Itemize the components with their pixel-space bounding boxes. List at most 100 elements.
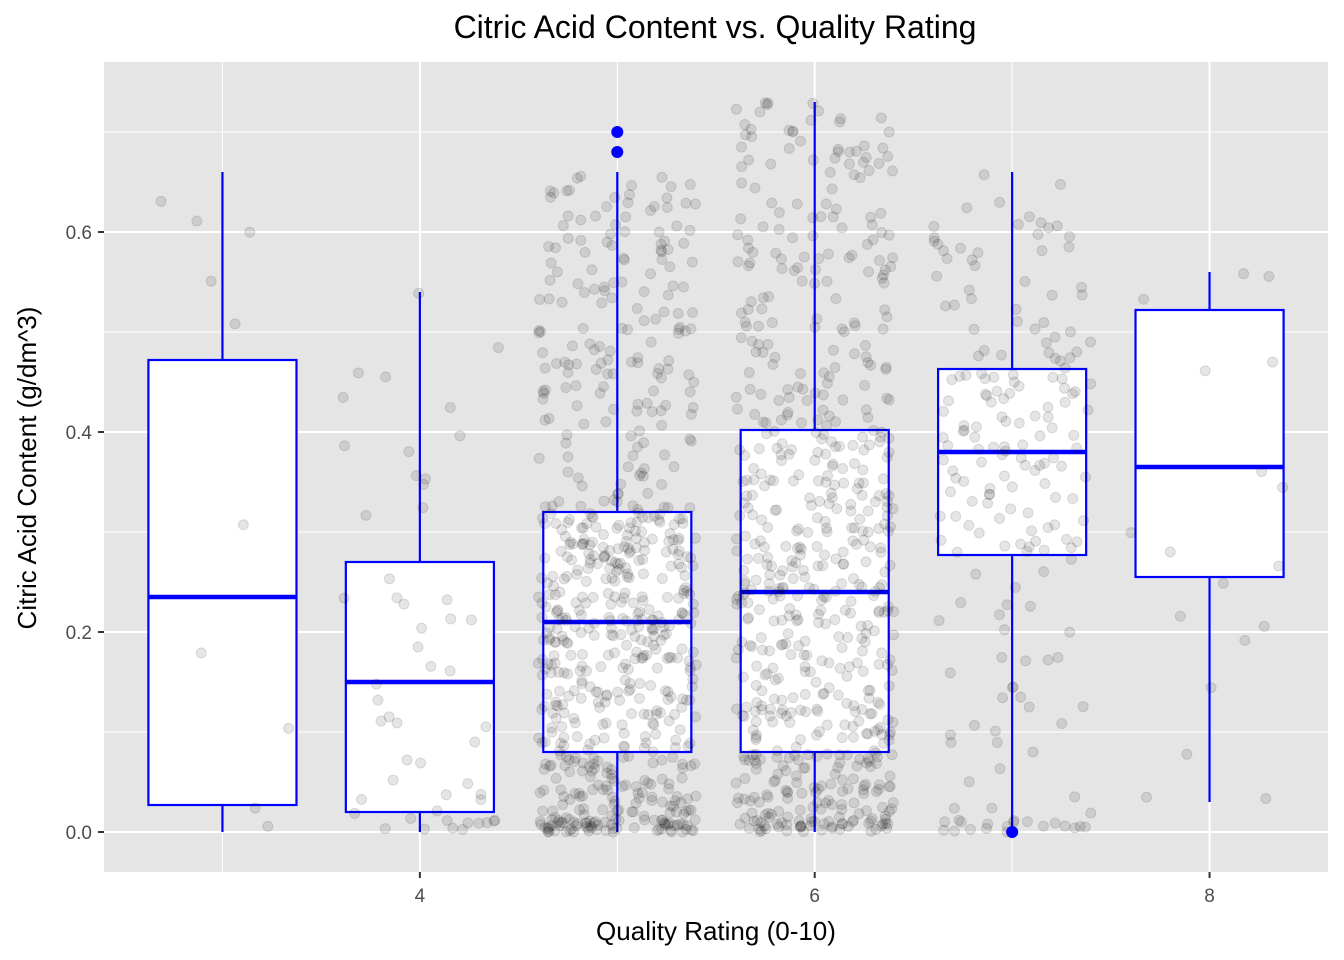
jitter-point [886, 664, 898, 676]
jitter-point [867, 424, 879, 436]
jitter-point [583, 547, 595, 559]
jitter-point [621, 639, 633, 651]
jitter-point [606, 292, 618, 304]
jitter-point [671, 220, 683, 232]
jitter-point [608, 277, 620, 289]
jitter-point [619, 674, 631, 686]
jitter-point [601, 201, 613, 213]
jitter-point [821, 719, 833, 731]
jitter-point [612, 558, 624, 570]
jitter-point [558, 740, 570, 752]
jitter-point [387, 774, 399, 786]
jitter-point [942, 440, 954, 452]
jitter-point [586, 822, 598, 834]
jitter-point [640, 737, 652, 749]
jitter-point [757, 644, 769, 656]
jitter-point [686, 681, 698, 693]
jitter-point [1238, 268, 1250, 280]
jitter-point [756, 825, 768, 837]
jitter-point [836, 732, 848, 744]
jitter-point [678, 609, 690, 621]
jitter-point [873, 157, 885, 169]
jitter-point [679, 570, 691, 582]
jitter-point [764, 703, 776, 715]
jitter-point [888, 606, 900, 618]
jitter-point [465, 614, 477, 626]
jitter-point [681, 551, 693, 563]
jitter-point [817, 560, 829, 572]
jitter-point [583, 825, 595, 837]
jitter-point [655, 238, 667, 250]
jitter-point [598, 495, 610, 507]
jitter-point [650, 643, 662, 655]
jitter-point [794, 368, 806, 380]
jitter-point [599, 696, 611, 708]
jitter-point [590, 686, 602, 698]
jitter-point [607, 822, 619, 834]
jitter-point [741, 490, 753, 502]
jitter-point [1260, 793, 1272, 805]
jitter-point [777, 581, 789, 593]
jitter-point [229, 318, 241, 330]
jitter-point [795, 543, 807, 555]
jitter-point [556, 721, 568, 733]
jitter-point [620, 562, 632, 574]
jitter-point [564, 766, 576, 778]
jitter-point [746, 489, 758, 501]
jitter-point [584, 681, 596, 693]
jitter-point [619, 587, 631, 599]
jitter-point [578, 418, 590, 430]
jitter-point [538, 763, 550, 775]
jitter-point [653, 226, 665, 238]
jitter-point [842, 783, 854, 795]
jitter-point [562, 232, 574, 244]
jitter-point [735, 332, 747, 344]
jitter-point [731, 598, 743, 610]
jitter-point [820, 591, 832, 603]
jitter-point [671, 790, 683, 802]
jitter-point [663, 778, 675, 790]
jitter-point [834, 823, 846, 835]
jitter-point [571, 358, 583, 370]
jitter-point [999, 624, 1011, 636]
jitter-point [836, 804, 848, 816]
jitter-point [584, 539, 596, 551]
jitter-point [811, 512, 823, 524]
outlier-point [611, 146, 624, 158]
jitter-point [810, 729, 822, 741]
box-iqr [147, 358, 298, 807]
jitter-point [383, 711, 395, 723]
jitter-point [832, 689, 844, 701]
jitter-point [600, 416, 612, 428]
jitter-point [603, 611, 615, 623]
jitter-point [687, 307, 699, 319]
box-quality-3 [147, 172, 298, 832]
jitter-point [874, 721, 886, 733]
jitter-point [554, 820, 566, 832]
jitter-point [750, 748, 762, 760]
jitter-point [418, 823, 430, 835]
box-layer [147, 102, 1285, 832]
jitter-point [683, 369, 695, 381]
jitter-point [683, 804, 695, 816]
jitter-point [656, 419, 668, 431]
jitter-point [689, 198, 701, 210]
jitter-point [237, 519, 249, 531]
jitter-point [533, 452, 545, 464]
jitter-point [782, 384, 794, 396]
jitter-point [781, 825, 793, 837]
jitter-point [625, 430, 637, 442]
jitter-point [572, 818, 584, 830]
jitter-point [731, 545, 743, 557]
jitter-point [598, 281, 610, 293]
jitter-point [638, 315, 650, 327]
jitter-point [881, 311, 893, 323]
jitter-point [747, 509, 759, 521]
jitter-point [685, 435, 697, 447]
jitter-point [834, 116, 846, 128]
jitter-point [566, 340, 578, 352]
jitter-point [667, 543, 679, 555]
jitter-point [1239, 634, 1251, 646]
jitter-point [796, 275, 808, 287]
jitter-point [673, 545, 685, 557]
